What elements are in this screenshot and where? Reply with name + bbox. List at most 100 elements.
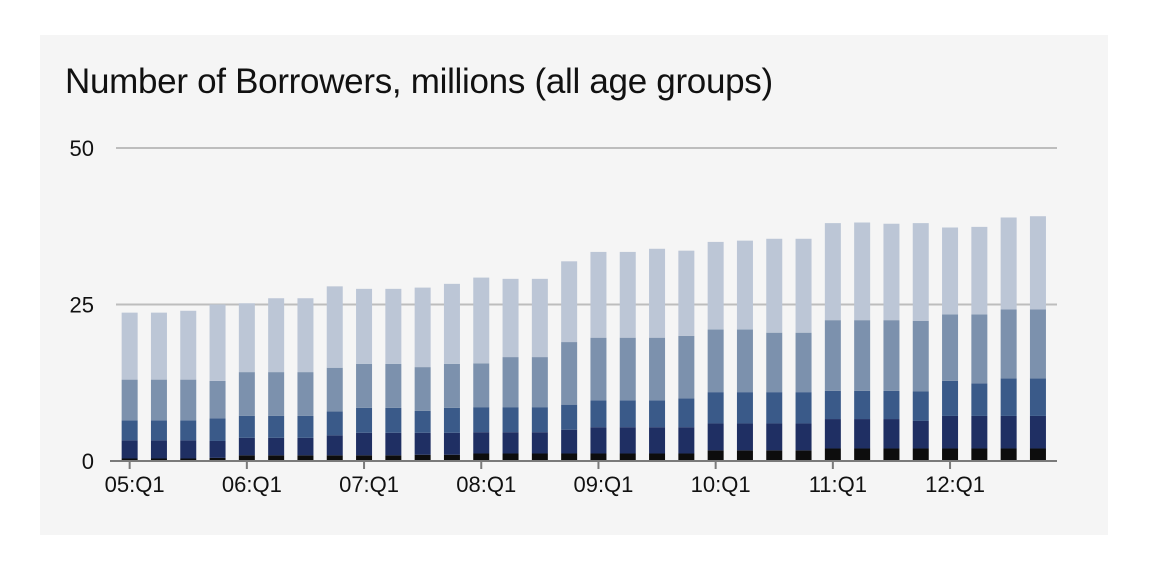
bar-segment [385, 432, 402, 456]
bar-segment [180, 310, 197, 380]
bar-segment [268, 415, 285, 438]
bar-segment [766, 332, 783, 393]
bar-segment [619, 251, 636, 338]
bar-segment [883, 419, 900, 449]
bar-segment [473, 363, 490, 408]
y-tick-label: 0 [82, 449, 94, 474]
bar-segment [238, 415, 255, 438]
x-tick-label: 06:Q1 [222, 472, 282, 497]
bar-segment [883, 390, 900, 420]
bar-segment [180, 440, 197, 459]
bar-segment [121, 312, 138, 380]
bar-segment [912, 448, 929, 461]
bar-segment [150, 312, 167, 380]
bar-segment [268, 455, 285, 461]
bar-segment [443, 454, 460, 461]
bar-segment [561, 261, 578, 343]
bar-segment [414, 454, 431, 461]
bar-segment [473, 407, 490, 433]
bar-segment [1029, 378, 1046, 416]
bar-segment [619, 337, 636, 401]
bar-segment [121, 379, 138, 421]
bar-segment [1029, 216, 1046, 310]
x-axis [110, 460, 1057, 469]
bar-segment [268, 298, 285, 373]
x-tick-label: 11:Q1 [809, 472, 867, 497]
bar-segment [619, 427, 636, 454]
bar-segment [707, 392, 724, 424]
bar-segment [590, 427, 607, 454]
bar-segment [326, 367, 343, 412]
bar-segment [736, 450, 753, 461]
bar-segment [356, 407, 373, 433]
bar-segment [707, 241, 724, 330]
bar-segment [854, 448, 871, 461]
bar-segment [297, 372, 314, 416]
bar-segment [209, 418, 226, 441]
bar-segment [297, 455, 314, 461]
bar-segment [678, 398, 695, 428]
bar-segment [942, 227, 959, 315]
bar-segment [824, 419, 841, 449]
bar-segment [766, 392, 783, 424]
bar-segment [971, 383, 988, 416]
bar-segment [385, 407, 402, 433]
bar-segment [150, 379, 167, 421]
bar-segment [942, 314, 959, 381]
bar-segment [209, 440, 226, 458]
bar-segment [385, 363, 402, 408]
bar-segment [971, 415, 988, 449]
y-tick-label: 50 [70, 136, 94, 161]
bar-segment [502, 278, 519, 358]
bar-segment [590, 337, 607, 401]
bar-segment [795, 423, 812, 451]
bar-segment [268, 437, 285, 456]
bar-segment [678, 427, 695, 454]
bar-segment [385, 455, 402, 461]
bar-segment [824, 223, 841, 321]
bar-segment [854, 419, 871, 449]
bar-segment [121, 458, 138, 461]
bar-segment [150, 440, 167, 459]
bar-segment [531, 278, 548, 358]
bar-segment [443, 283, 460, 364]
bar-segment [942, 380, 959, 416]
bar-segment [912, 391, 929, 421]
bar-segment [502, 407, 519, 433]
bar-segment [502, 357, 519, 408]
bar-segment [356, 288, 373, 364]
bar-segment [356, 363, 373, 408]
bar-segment [678, 335, 695, 399]
bar-segment [297, 437, 314, 456]
bar-segment [238, 372, 255, 416]
bar-segment [824, 390, 841, 420]
bar-segment [912, 223, 929, 321]
bar-segment [209, 457, 226, 461]
bar-segment [649, 248, 666, 338]
bar-segment [356, 455, 373, 461]
bar-segment [649, 337, 666, 401]
bar-segment [649, 400, 666, 428]
bar-segment [590, 400, 607, 428]
bar-segment [707, 423, 724, 451]
bar-segment [619, 400, 636, 428]
bar-segment [502, 453, 519, 461]
x-tick-label: 09:Q1 [573, 472, 633, 497]
bar-segment [561, 453, 578, 461]
bar-segment [1029, 415, 1046, 449]
bar-segment [766, 450, 783, 461]
bar-segment [854, 222, 871, 321]
bar-segment [238, 437, 255, 456]
bar-segment [180, 458, 197, 461]
bar-segment [854, 390, 871, 420]
bar-segment [707, 329, 724, 393]
bar-segment [678, 250, 695, 336]
bar-segment [150, 420, 167, 441]
bar-segment [297, 415, 314, 438]
bar-segment [971, 226, 988, 315]
bar-segment [414, 410, 431, 433]
x-tick-label: 10:Q1 [691, 472, 751, 497]
bar-segment [1029, 448, 1046, 461]
bar-segment [414, 367, 431, 411]
bar-segment [268, 372, 285, 416]
